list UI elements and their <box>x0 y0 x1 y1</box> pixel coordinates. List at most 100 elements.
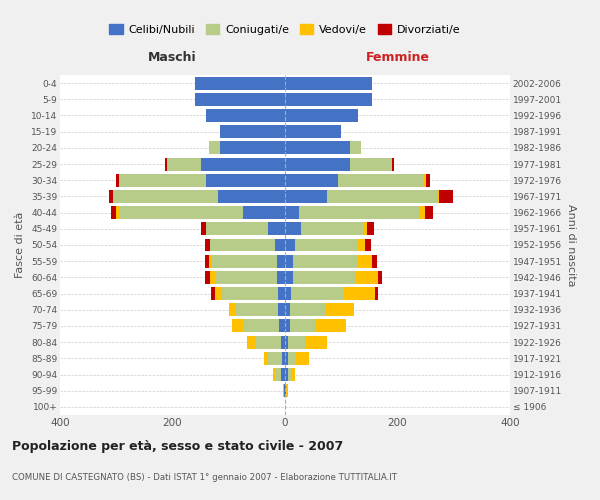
Bar <box>236 304 278 316</box>
Bar <box>285 352 288 365</box>
Bar <box>285 384 286 397</box>
Bar <box>277 271 285 284</box>
Bar <box>350 158 392 170</box>
Bar <box>295 238 357 252</box>
Bar <box>375 287 378 300</box>
Bar <box>378 271 382 284</box>
Bar <box>277 254 285 268</box>
Bar <box>285 304 290 316</box>
Bar <box>285 271 293 284</box>
Bar <box>281 336 285 348</box>
Bar <box>222 287 278 300</box>
Bar <box>165 158 167 170</box>
Bar <box>220 142 285 154</box>
Bar <box>110 206 116 219</box>
Bar <box>285 222 301 235</box>
Bar <box>285 206 299 219</box>
Y-axis label: Anni di nascita: Anni di nascita <box>566 204 576 286</box>
Bar <box>281 368 285 381</box>
Bar <box>327 190 437 203</box>
Bar <box>215 287 222 300</box>
Bar <box>293 254 358 268</box>
Bar <box>116 174 119 186</box>
Bar <box>243 206 285 219</box>
Bar <box>113 190 218 203</box>
Bar <box>247 336 255 348</box>
Bar <box>362 222 367 235</box>
Bar <box>355 271 378 284</box>
Bar <box>229 304 236 316</box>
Bar <box>288 368 290 381</box>
Bar <box>263 352 268 365</box>
Bar <box>210 238 275 252</box>
Bar <box>119 206 243 219</box>
Bar <box>283 384 284 397</box>
Bar <box>206 174 285 186</box>
Bar <box>290 368 295 381</box>
Bar <box>205 238 210 252</box>
Bar <box>365 238 371 252</box>
Bar <box>392 158 394 170</box>
Bar <box>205 271 210 284</box>
Bar <box>288 352 295 365</box>
Bar <box>268 352 282 365</box>
Bar <box>206 109 285 122</box>
Bar <box>285 76 372 90</box>
Bar <box>285 93 372 106</box>
Bar <box>299 206 420 219</box>
Y-axis label: Fasce di età: Fasce di età <box>16 212 25 278</box>
Bar <box>273 368 275 381</box>
Bar <box>285 254 293 268</box>
Bar <box>119 174 206 186</box>
Bar <box>232 320 243 332</box>
Bar <box>200 222 206 235</box>
Bar <box>220 125 285 138</box>
Bar <box>285 287 290 300</box>
Bar <box>275 368 281 381</box>
Bar <box>358 254 372 268</box>
Bar <box>326 304 354 316</box>
Bar <box>437 190 439 203</box>
Bar <box>218 190 285 203</box>
Text: COMUNE DI CASTEGNATO (BS) - Dati ISTAT 1° gennaio 2007 - Elaborazione TUTTITALIA: COMUNE DI CASTEGNATO (BS) - Dati ISTAT 1… <box>12 473 397 482</box>
Bar <box>425 206 433 219</box>
Bar <box>439 190 452 203</box>
Bar <box>195 76 285 90</box>
Bar <box>285 158 350 170</box>
Bar <box>285 142 350 154</box>
Bar <box>285 109 358 122</box>
Bar <box>205 254 209 268</box>
Bar <box>315 320 346 332</box>
Text: Popolazione per età, sesso e stato civile - 2007: Popolazione per età, sesso e stato civil… <box>12 440 343 453</box>
Bar <box>423 174 425 186</box>
Bar <box>372 254 377 268</box>
Bar <box>211 287 215 300</box>
Bar <box>338 174 423 186</box>
Bar <box>206 222 268 235</box>
Bar <box>268 222 285 235</box>
Bar <box>116 206 119 219</box>
Bar <box>425 174 430 186</box>
Bar <box>285 238 295 252</box>
Bar <box>195 93 285 106</box>
Bar <box>275 238 285 252</box>
Text: Maschi: Maschi <box>148 50 197 64</box>
Legend: Celibi/Nubili, Coniugati/e, Vedovi/e, Divorziati/e: Celibi/Nubili, Coniugati/e, Vedovi/e, Di… <box>105 20 465 39</box>
Bar <box>200 158 285 170</box>
Bar <box>301 222 362 235</box>
Bar <box>293 271 355 284</box>
Bar <box>284 384 285 397</box>
Bar <box>209 254 212 268</box>
Bar <box>357 238 365 252</box>
Bar <box>210 271 215 284</box>
Bar <box>255 336 281 348</box>
Bar <box>350 142 361 154</box>
Bar <box>285 174 338 186</box>
Bar <box>285 368 288 381</box>
Bar <box>167 158 200 170</box>
Bar <box>212 254 277 268</box>
Bar <box>295 352 308 365</box>
Bar <box>290 320 315 332</box>
Bar <box>278 304 285 316</box>
Bar <box>109 190 113 203</box>
